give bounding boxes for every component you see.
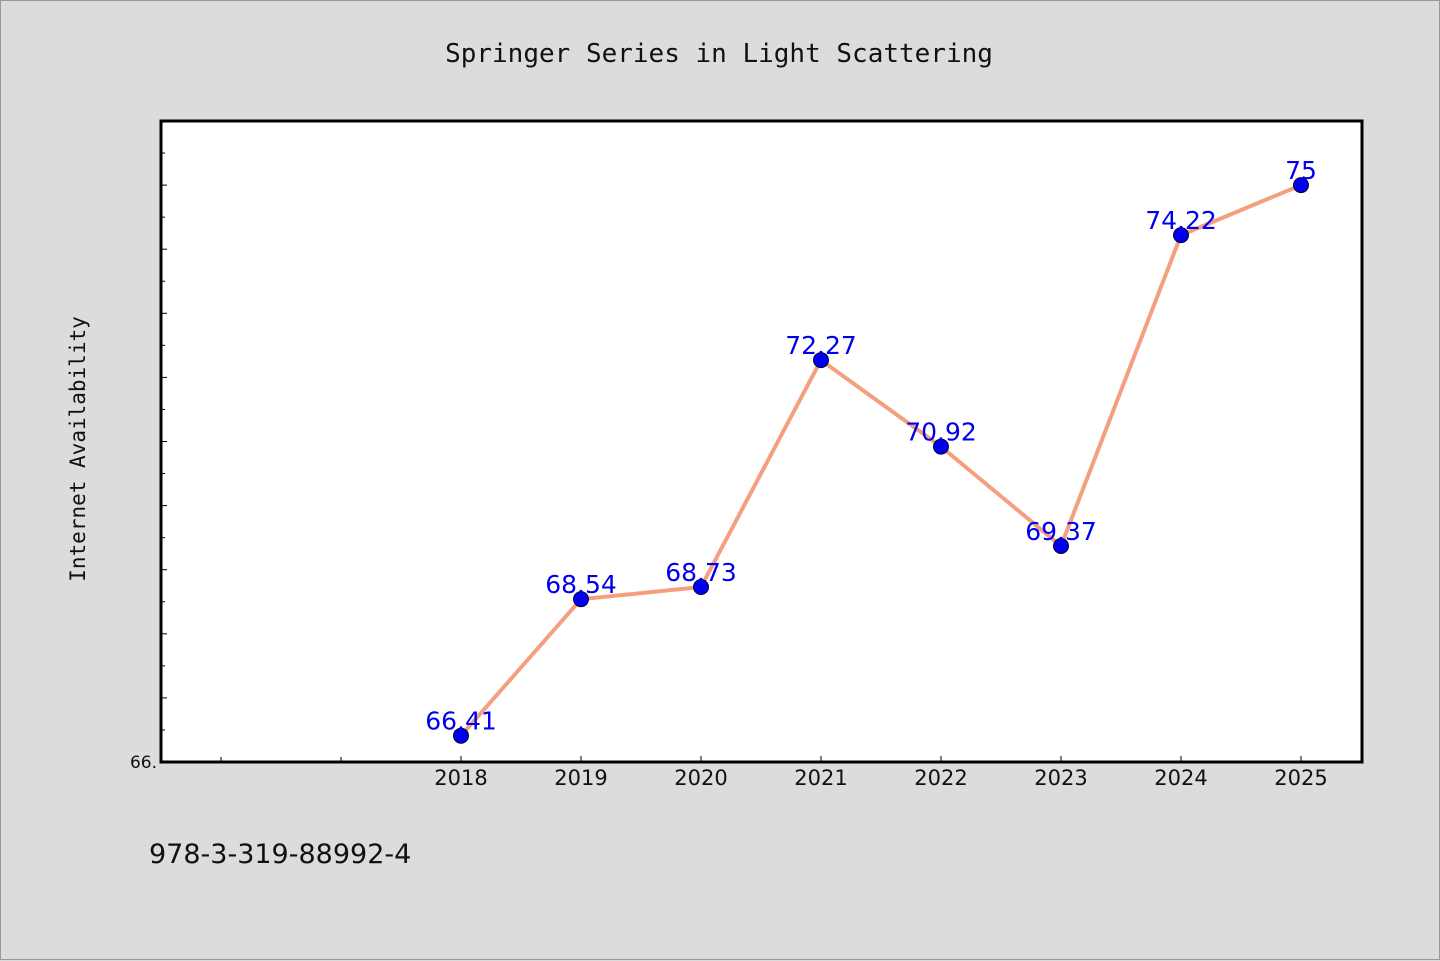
- data-label: 68.73: [665, 558, 737, 587]
- x-tick-label: 2019: [554, 766, 607, 790]
- isbn-text: 978-3-319-88992-4: [149, 839, 411, 870]
- data-label: 74.22: [1145, 206, 1217, 235]
- data-point: [1053, 537, 1069, 554]
- data-label: 69.37: [1025, 517, 1097, 546]
- data-point: [453, 727, 469, 744]
- x-tick-label: 2020: [674, 766, 727, 790]
- data-point: [813, 352, 829, 369]
- x-tick-label: 2023: [1034, 766, 1087, 790]
- x-tick-label: 2024: [1154, 766, 1207, 790]
- data-label: 68.54: [545, 570, 617, 599]
- x-axis-ticks: 2018 2019 2020 2021 2022 2023 2024 2025: [220, 756, 1328, 790]
- x-tick-label: 2021: [794, 766, 847, 790]
- data-point: [693, 579, 709, 596]
- data-point: [933, 438, 949, 455]
- y-axis-min-label: 66.: [130, 753, 157, 773]
- data-point: [1293, 177, 1309, 194]
- data-point: [1173, 227, 1189, 244]
- data-label: 66.41: [425, 707, 497, 736]
- plot-area: [159, 119, 1364, 764]
- y-axis-label: Internet Availability: [66, 316, 90, 582]
- data-label: 70.92: [905, 418, 977, 447]
- x-tick-label: 2022: [914, 766, 967, 790]
- data-label: 75: [1285, 156, 1317, 185]
- data-label: 72.27: [785, 331, 857, 360]
- series-line: [459, 183, 1303, 738]
- x-tick-label: 2025: [1274, 766, 1327, 790]
- series-layer: 66.41 68.54 68.73 72.27 70.92 69.37 74.22 75: [425, 156, 1317, 744]
- x-tick-label: 2018: [434, 766, 487, 790]
- data-point: [573, 591, 589, 608]
- y-axis-ticks: [161, 152, 167, 731]
- chart-title: Springer Series in Light Scattering: [445, 39, 993, 69]
